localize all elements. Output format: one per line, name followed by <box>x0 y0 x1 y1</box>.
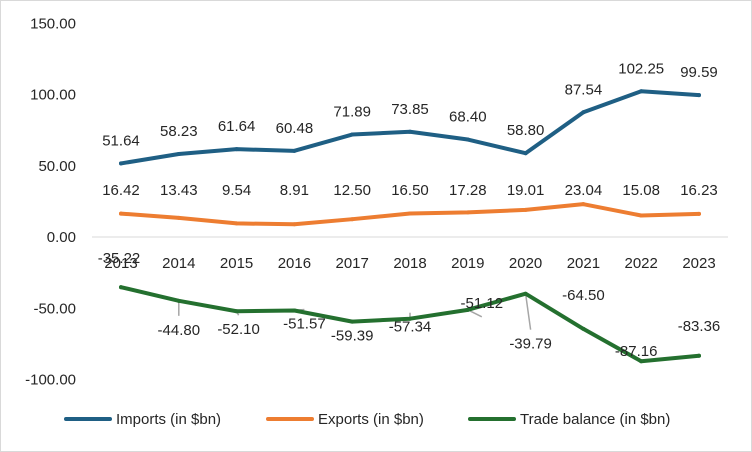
trade-balance-point <box>292 308 297 313</box>
x-tick-label: 2020 <box>509 255 542 272</box>
exports-point <box>639 213 644 218</box>
y-tick-label: 100.00 <box>30 87 76 104</box>
exports-point <box>697 211 701 216</box>
imports-data-label: 60.48 <box>276 120 314 137</box>
trade-balance-point <box>639 359 644 364</box>
trade-balance-data-label: -51.57 <box>283 315 326 332</box>
legend-label: Exports (in $bn) <box>318 411 424 428</box>
exports-data-label: 13.43 <box>160 182 198 199</box>
exports-data-label: 15.08 <box>622 182 660 199</box>
imports-data-label: 68.40 <box>449 109 487 126</box>
y-tick-label: -50.00 <box>33 300 76 317</box>
imports-data-label: 102.25 <box>618 60 664 77</box>
x-tick-label: 2014 <box>162 255 195 272</box>
trade-balance-point <box>119 285 123 290</box>
y-tick-label: 150.00 <box>30 15 76 32</box>
exports-point <box>465 210 470 215</box>
imports-point <box>234 147 239 152</box>
exports-data-label: 12.50 <box>333 182 371 199</box>
trade-balance-data-label: -39.79 <box>509 336 552 353</box>
exports-point <box>523 207 528 212</box>
imports-point <box>119 161 123 166</box>
x-tick-label: 2018 <box>393 255 426 272</box>
trade-balance-point <box>234 309 239 314</box>
imports-data-label: 73.85 <box>391 101 429 118</box>
trade-balance-data-label: -52.10 <box>217 321 260 338</box>
exports-data-label: 23.04 <box>565 182 603 199</box>
imports-data-label: 58.23 <box>160 123 198 140</box>
imports-data-label: 61.64 <box>218 118 256 135</box>
exports-point <box>408 211 412 216</box>
imports-point <box>292 148 297 153</box>
imports-data-label: 58.80 <box>507 122 545 139</box>
trade-balance-point <box>581 326 586 331</box>
x-tick-label: 2013 <box>104 255 137 272</box>
imports-point <box>697 93 701 98</box>
imports-data-label: 87.54 <box>565 81 603 98</box>
imports-point <box>176 152 181 157</box>
trade-balance-point <box>176 298 181 303</box>
y-tick-label: 50.00 <box>38 158 76 175</box>
trade-balance-data-label: -87.16 <box>615 343 658 360</box>
imports-point <box>465 137 470 142</box>
trade-balance-leader-line <box>524 293 532 330</box>
y-tick-label: -100.00 <box>25 372 76 389</box>
exports-point <box>176 215 181 220</box>
exports-data-label: 19.01 <box>507 182 545 199</box>
imports-data-label: 71.89 <box>333 104 371 121</box>
trade-balance-data-label: -59.39 <box>331 328 374 345</box>
imports-data-label: 51.64 <box>102 132 140 149</box>
imports-point <box>350 132 355 137</box>
exports-data-label: 9.54 <box>222 182 251 199</box>
trade-balance-point <box>408 316 412 321</box>
trade-balance-point <box>465 307 470 312</box>
exports-point <box>292 222 297 227</box>
exports-point <box>581 202 586 207</box>
x-tick-label: 2023 <box>682 255 715 272</box>
imports-point <box>408 129 412 134</box>
legend-label: Imports (in $bn) <box>116 411 221 428</box>
imports-data-label: 99.59 <box>680 64 718 81</box>
trade-balance-data-label: -57.34 <box>389 319 432 336</box>
trade-balance-data-label: -44.80 <box>158 322 201 339</box>
imports-point <box>581 110 586 115</box>
x-tick-label: 2022 <box>625 255 658 272</box>
exports-point <box>350 217 355 222</box>
trade-balance-point <box>523 291 528 296</box>
trade-balance-data-label: -83.36 <box>678 318 721 335</box>
trade-balance-data-label: -35.22 <box>98 250 141 267</box>
x-tick-label: 2016 <box>278 255 311 272</box>
x-tick-label: 2019 <box>451 255 484 272</box>
x-tick-label: 2015 <box>220 255 253 272</box>
imports-point <box>523 151 528 156</box>
exports-data-label: 16.50 <box>391 182 429 199</box>
y-tick-label: 0.00 <box>47 229 76 246</box>
trade-balance-data-label: -64.50 <box>562 287 605 304</box>
exports-data-label: 17.28 <box>449 182 487 199</box>
exports-point <box>119 211 123 216</box>
legend-label: Trade balance (in $bn) <box>520 411 670 428</box>
trade-balance-point <box>350 319 355 324</box>
exports-point <box>234 221 239 226</box>
exports-data-label: 16.42 <box>102 182 140 199</box>
exports-data-label: 8.91 <box>280 182 309 199</box>
trade-balance-point <box>697 353 701 358</box>
imports-point <box>639 89 644 94</box>
trade-balance-data-label: -51.12 <box>461 295 504 312</box>
x-tick-label: 2017 <box>336 255 369 272</box>
exports-data-label: 16.23 <box>680 182 718 199</box>
x-tick-label: 2021 <box>567 255 600 272</box>
